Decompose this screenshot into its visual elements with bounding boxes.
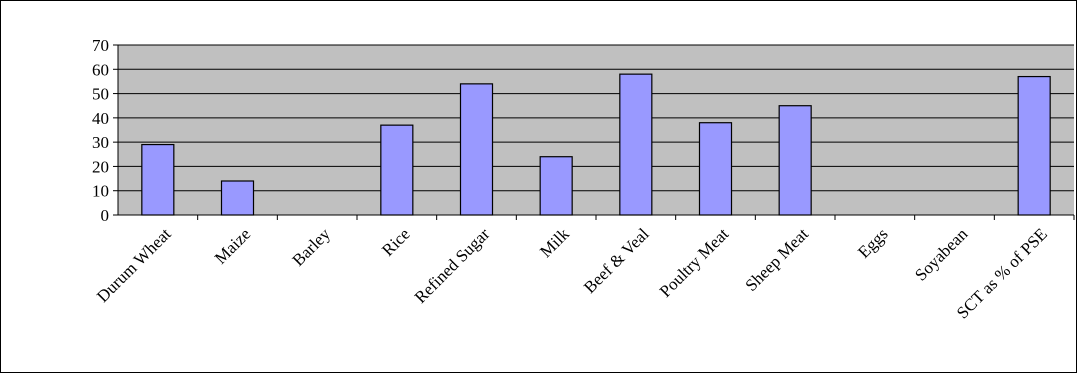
- category-label: Rice: [378, 224, 413, 259]
- bar: [778, 105, 812, 216]
- y-tick-label: 0: [101, 206, 110, 225]
- category-label: Durum Wheat: [93, 224, 175, 306]
- y-tick-label: 30: [92, 133, 109, 152]
- plot-area: [118, 45, 1074, 215]
- category-label: Beef & Veal: [580, 224, 653, 297]
- bar: [459, 83, 494, 216]
- y-tick-label: 60: [92, 60, 109, 79]
- category-label: Barley: [289, 224, 335, 270]
- bar: [380, 124, 414, 216]
- category-label: Soyabean: [911, 224, 972, 285]
- bar: [539, 156, 573, 216]
- category-label: Milk: [536, 224, 573, 261]
- y-tick-label: 50: [92, 85, 109, 104]
- y-tick-label: 40: [92, 109, 109, 128]
- category-label: Maize: [211, 224, 254, 267]
- category-label: Refined Sugar: [411, 224, 494, 307]
- bar: [698, 122, 733, 216]
- y-tick-label: 20: [92, 157, 109, 176]
- category-label: Eggs: [854, 224, 891, 261]
- bar: [220, 180, 255, 216]
- y-tick-label: 10: [92, 182, 109, 201]
- y-tick-label: 70: [92, 36, 109, 55]
- category-label: Poultry Meat: [656, 224, 733, 301]
- bar: [1017, 75, 1051, 216]
- bar: [619, 73, 653, 216]
- category-label: Sheep Meat: [741, 224, 812, 295]
- bar: [141, 143, 175, 216]
